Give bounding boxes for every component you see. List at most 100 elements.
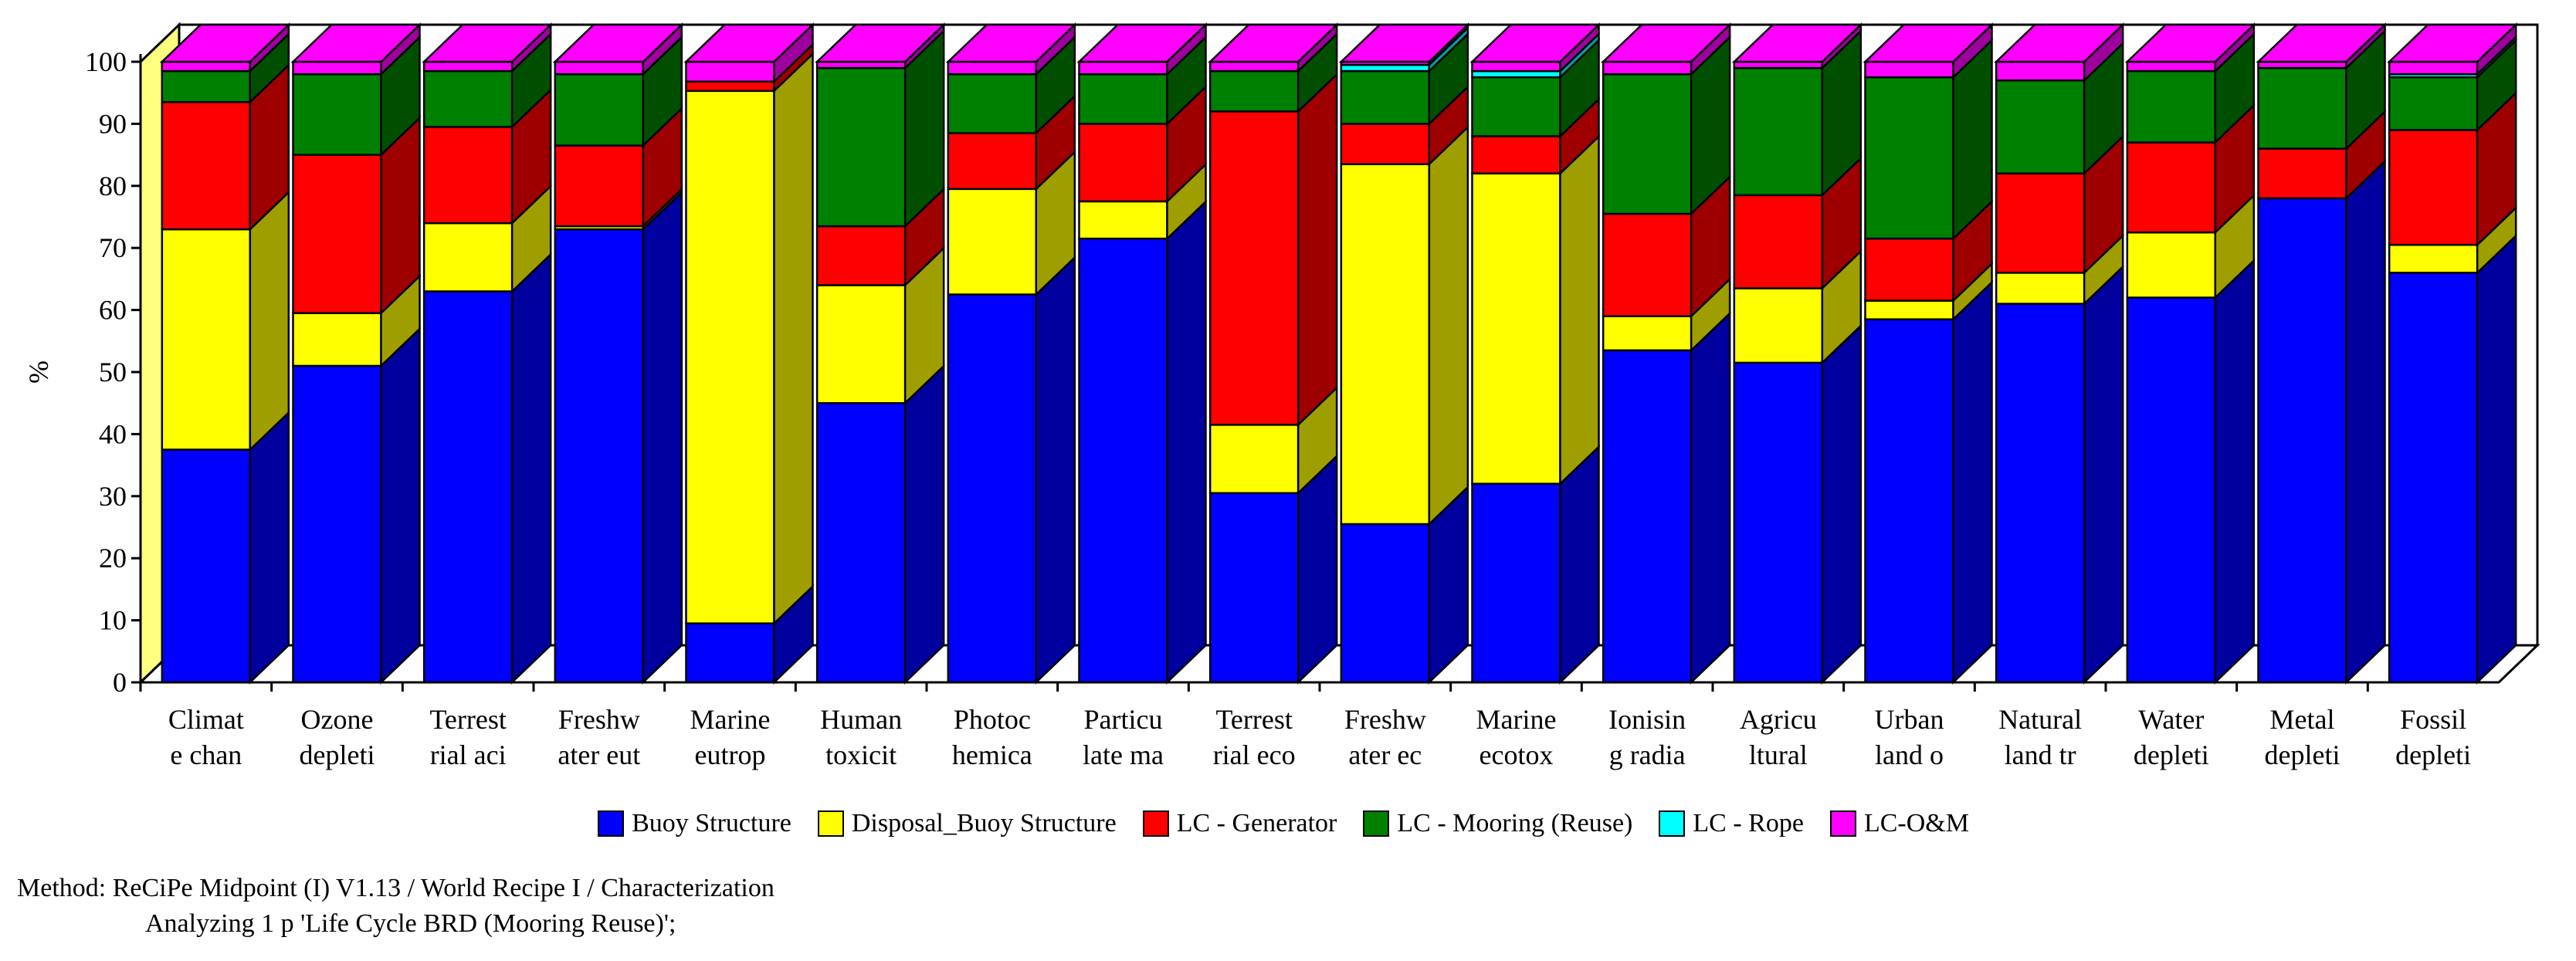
legend-swatch [1829,810,1856,837]
bar-side [1952,279,1993,685]
bar-top [1731,23,1863,63]
bar-stack [815,22,947,685]
chart-legend: Buoy Structure Disposal_Buoy Structure LC … [0,809,2576,838]
legend-label: Disposal_Buoy Structure [851,809,1117,837]
bar-stack [2124,22,2256,685]
x-tick-label: depleti [300,739,375,770]
x-tick-label: Agricu [1740,704,1817,735]
x-tick-label: Water [2138,704,2204,735]
bar-segment [1864,60,1954,79]
bar-segment [947,73,1038,134]
x-tick-label: Metal [2270,704,2335,735]
bar-segment [1733,287,1824,364]
bar-side [249,410,290,685]
legend-swatch [817,810,844,837]
x-tick-label: depleti [2134,739,2209,770]
legend-label: LC - Generator [1176,809,1337,837]
bar-segment [1864,76,1954,240]
bar-segment [422,290,514,684]
x-tick-label: ltural [1749,739,1808,770]
bar-segment [292,154,382,314]
bar-segment [1078,60,1168,76]
legend-swatch [1363,810,1390,837]
bar-segment [1733,194,1824,289]
bar-side [1690,310,1731,685]
bar-segment [2126,141,2217,234]
bar-segment [1995,79,2086,174]
bar-segment [2388,272,2479,684]
bar-side [1035,255,1076,685]
bar-segment [2126,231,2217,299]
x-tick-label: e chan [170,739,242,770]
bar-side [1559,444,1600,685]
bar-segment [685,80,775,93]
x-tick-label: ater eut [558,739,640,770]
y-tick-label: 30 [99,481,127,512]
bar-top [552,23,684,63]
bar-segment [1078,73,1168,125]
x-tick-label: rial aci [430,739,507,770]
bar-stack [945,22,1077,685]
bar-segment [1471,135,1561,174]
legend-item: Buoy Structure [598,809,791,838]
y-tick-label: 50 [99,357,127,387]
bar-stack [1338,22,1470,685]
bar-segment [554,228,645,684]
x-tick-label: rial eco [1213,739,1296,770]
bar-segment [1602,73,1693,215]
x-tick-label: land tr [2005,739,2076,770]
bar-side [1296,453,1338,685]
x-tick-label: Particu [1084,704,1163,735]
y-tick-label: 40 [99,418,127,449]
bar-side [773,51,814,626]
bar-segment [947,60,1038,76]
analyzing-line: Analyzing 1 p 'Life Cycle BRD (Mooring R… [145,909,676,938]
bar-side [903,364,945,685]
bar-segment [161,448,252,684]
bar-stack [552,22,684,685]
bar-segment [2257,147,2347,200]
method-footer: Method: ReCiPe Midpoint (I) V1.13 / Worl… [17,871,774,942]
legend-label: Buoy Structure [632,809,791,837]
bar-top [1338,23,1470,63]
y-tick-label: 20 [99,543,127,574]
x-tick-label: depleti [2395,739,2471,770]
bar-segment [685,90,775,624]
method-line: Method: ReCiPe Midpoint (I) V1.13 / Worl… [17,874,774,902]
bar-segment [422,60,514,73]
legend-label: LC - Rope [1693,809,1804,837]
bar-segment [1864,299,1954,320]
x-tick-label: Terrest [1215,704,1292,735]
legend-label: LC - Mooring (Reuse) [1397,809,1633,837]
x-tick-label: hemica [952,739,1032,770]
bar-side [1821,323,1863,685]
bar-segment [1340,69,1431,125]
bar-side [2476,233,2517,685]
bar-segment [2257,197,2347,684]
bar-segment [947,188,1038,296]
bar-side [1296,72,1338,428]
bar-segment [1340,123,1431,165]
bar-segment [161,69,252,103]
bar-top [2256,23,2388,63]
legend-item: LC - Mooring (Reuse) [1363,809,1632,838]
bar-side [2214,258,2256,685]
y-axis-label: % [23,360,54,384]
bar-side [642,190,683,685]
legend-swatch [1142,810,1169,837]
bar-segment [292,60,382,76]
x-tick-label: Urban [1875,704,1944,735]
bar-stack [290,22,422,685]
bar-segment [292,73,382,156]
bar-stack [422,22,554,685]
bar-segment [815,225,907,286]
x-tick-label: land o [1875,739,1944,770]
x-tick-label: Natural [1998,704,2082,735]
bar-segment [1995,272,2086,305]
bar-top [422,23,554,63]
bar-segment [2388,129,2479,246]
bar-segment [292,364,382,684]
bar-top [1601,23,1733,63]
bar-segment [1208,492,1300,684]
bar-segment [1208,424,1300,495]
